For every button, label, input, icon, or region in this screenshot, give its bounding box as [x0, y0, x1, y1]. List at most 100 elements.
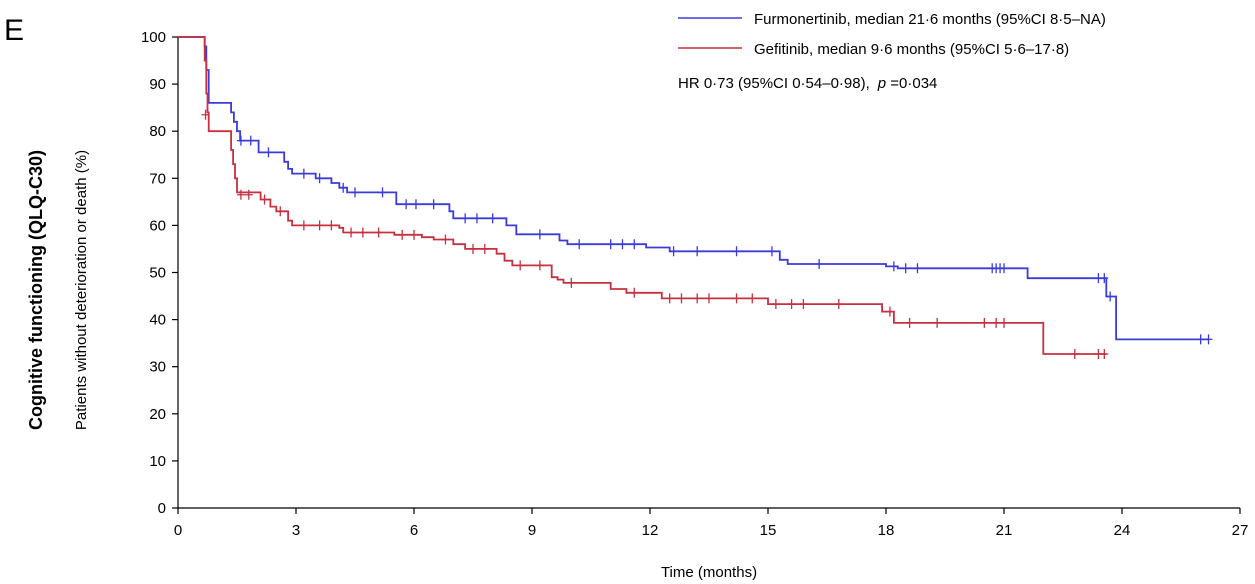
legend-label-furmonertinib: Furmonertinib, median 21·6 months (95%CI… [754, 11, 1106, 28]
censor-mark-gefitinib [398, 229, 407, 240]
censor-mark-furmonertinib [535, 229, 544, 240]
censor-mark-gefitinib [1100, 348, 1109, 359]
x-tick-label: 12 [642, 522, 659, 539]
censor-mark-furmonertinib [669, 246, 678, 257]
x-tick-label: 15 [760, 522, 777, 539]
censor-mark-furmonertinib [378, 187, 387, 198]
censor-mark-gefitinib [677, 293, 686, 304]
censor-mark-furmonertinib [299, 168, 308, 179]
censor-mark-furmonertinib [351, 187, 359, 198]
y-tick-label: 70 [149, 170, 166, 187]
censor-mark-furmonertinib [1196, 334, 1205, 345]
censor-mark-furmonertinib [236, 135, 245, 146]
hr-text: HR 0·73 (95%CI 0·54–0·98), [678, 75, 870, 92]
censor-mark-gefitinib [567, 277, 576, 288]
censor-mark-furmonertinib [767, 246, 776, 257]
y-tick-label: 100 [141, 29, 166, 46]
censor-mark-gefitinib [327, 220, 336, 231]
y-tick-label: 20 [149, 406, 166, 423]
censor-mark-furmonertinib [1100, 273, 1109, 284]
x-tick-label: 6 [410, 522, 418, 539]
km-curve-gefitinib [178, 36, 1107, 355]
x-tick-label: 9 [528, 522, 536, 539]
censor-mark-furmonertinib [472, 213, 481, 224]
censor-mark-gefitinib [693, 293, 702, 304]
censor-mark-furmonertinib [606, 239, 615, 250]
x-tick-label: 0 [174, 522, 182, 539]
hazard-ratio-annotation: HR 0·73 (95%CI 0·54–0·98), p =0·034 [678, 75, 937, 92]
y-tick-label: 80 [149, 123, 166, 140]
x-tick-label: 24 [1114, 522, 1131, 539]
censor-mark-gefitinib [374, 227, 383, 238]
panel-letter: E [4, 14, 24, 47]
censor-mark-gefitinib [732, 293, 741, 304]
section-title: Cognitive functioning (QLQ-C30) [26, 150, 46, 430]
x-tick-label: 18 [878, 522, 895, 539]
y-tick-label: 30 [149, 359, 166, 376]
censor-mark-gefitinib [771, 299, 780, 310]
censor-mark-gefitinib [410, 229, 418, 240]
censor-mark-furmonertinib [901, 263, 910, 274]
censor-mark-gefitinib [469, 243, 477, 254]
censor-mark-gefitinib [1000, 317, 1008, 328]
censor-mark-gefitinib [236, 189, 245, 200]
y-axis-ticks: 0 10 20 30 40 50 60 70 80 90 100 [141, 29, 178, 517]
censor-mark-gefitinib [347, 227, 356, 238]
censor-mark-furmonertinib [488, 213, 497, 224]
censor-mark-furmonertinib [693, 246, 702, 257]
censor-mark-furmonertinib [575, 239, 584, 250]
censor-mark-gefitinib [748, 293, 757, 304]
x-axis-ticks: 0 3 6 9 12 15 18 21 24 27 [174, 508, 1249, 539]
legend-label-gefitinib: Gefitinib, median 9·6 months (95%CI 5·6–… [754, 41, 1069, 58]
p-symbol: p [877, 75, 886, 92]
censor-mark-gefitinib [705, 293, 713, 304]
censor-mark-furmonertinib [429, 199, 438, 210]
censor-mark-furmonertinib [402, 199, 411, 210]
censor-mark-gefitinib [441, 234, 450, 245]
y-tick-label: 90 [149, 76, 166, 93]
censor-mark-furmonertinib [913, 263, 922, 274]
censor-mark-furmonertinib [1000, 263, 1008, 274]
censor-mark-gefitinib [992, 317, 1001, 328]
censor-mark-furmonertinib [339, 182, 348, 193]
censor-mark-gefitinib [535, 260, 544, 271]
censor-mark-gefitinib [260, 194, 269, 205]
censor-mark-gefitinib [980, 317, 989, 328]
censor-mark-furmonertinib [1204, 334, 1213, 345]
censor-mark-furmonertinib [411, 199, 420, 210]
y-tick-label: 40 [149, 312, 166, 329]
censor-mark-furmonertinib [630, 239, 639, 250]
censor-mark-furmonertinib [889, 261, 898, 272]
censor-mark-gefitinib [630, 287, 639, 298]
censor-mark-furmonertinib [618, 239, 627, 250]
censor-mark-gefitinib [315, 220, 324, 231]
x-tick-label: 21 [996, 522, 1013, 539]
y-axis-title: Patients without deterioration or death … [73, 150, 90, 430]
y-tick-label: 0 [158, 500, 166, 517]
censor-mark-gefitinib [905, 317, 914, 328]
km-curve-furmonertinib [178, 36, 1209, 341]
censor-mark-gefitinib [787, 299, 796, 310]
censor-mark-furmonertinib [264, 147, 273, 158]
censor-mark-gefitinib [665, 293, 674, 304]
censor-mark-gefitinib [201, 109, 210, 120]
censor-mark-gefitinib [276, 206, 285, 217]
censor-mark-furmonertinib [315, 173, 324, 184]
x-tick-label: 3 [292, 522, 300, 539]
p-value: =0·034 [886, 75, 937, 92]
censor-mark-gefitinib [834, 299, 843, 310]
censor-mark-gefitinib [799, 299, 808, 310]
censor-mark-gefitinib [244, 189, 253, 200]
censor-mark-furmonertinib [461, 213, 470, 224]
censor-mark-gefitinib [885, 306, 894, 317]
y-tick-label: 60 [149, 217, 166, 234]
legend: Furmonertinib, median 21·6 months (95%CI… [678, 11, 1106, 92]
y-tick-label: 10 [149, 453, 166, 470]
censor-mark-gefitinib [933, 317, 942, 328]
censor-mark-gefitinib [516, 260, 525, 271]
censor-mark-gefitinib [1070, 348, 1079, 359]
censor-mark-furmonertinib [815, 259, 824, 270]
x-tick-label: 27 [1232, 522, 1249, 539]
censor-mark-gefitinib [299, 220, 308, 231]
